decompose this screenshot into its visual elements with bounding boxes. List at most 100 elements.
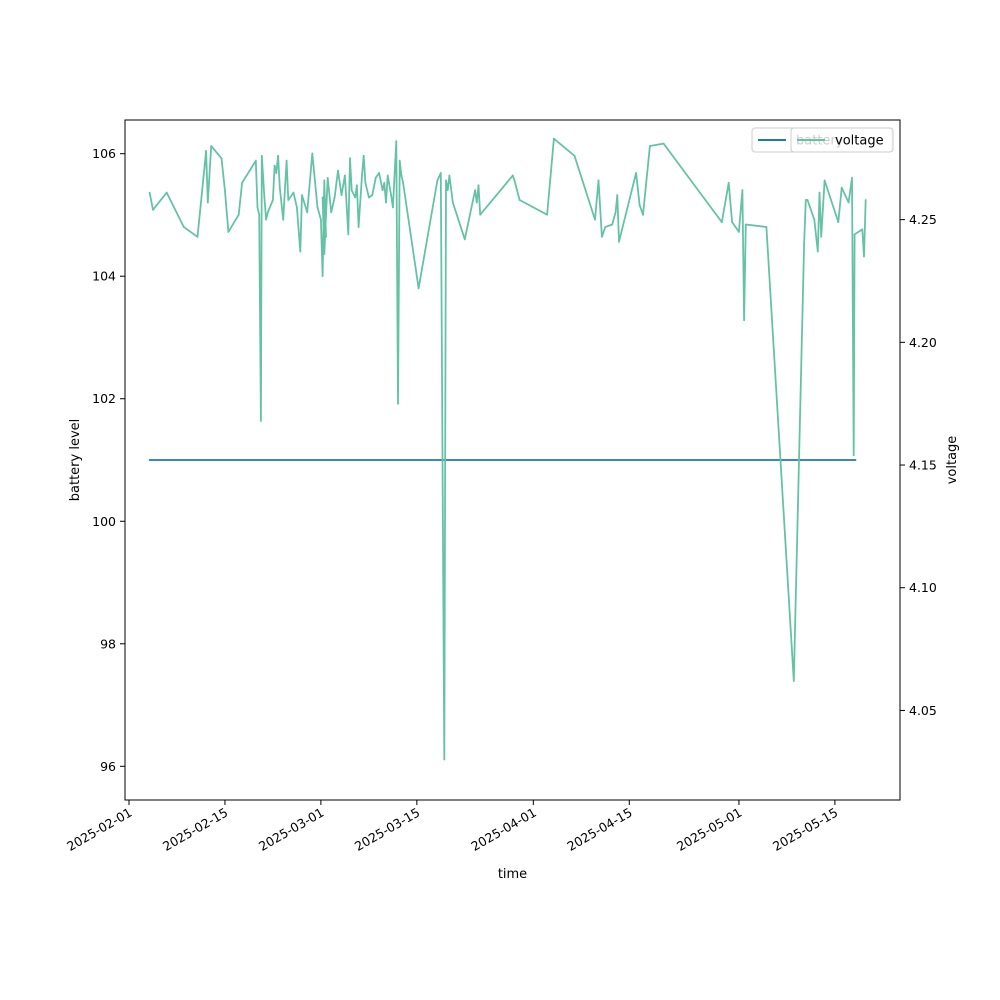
data-point-voltage <box>273 164 276 167</box>
data-point-voltage <box>546 213 548 216</box>
data-point-voltage <box>330 211 333 214</box>
data-point-voltage <box>321 196 324 199</box>
data-point-voltage <box>361 174 363 177</box>
y-left-tick-label: 106 <box>92 146 116 161</box>
data-point-voltage <box>220 157 223 160</box>
data-point-voltage <box>477 184 480 187</box>
data-point-voltage <box>731 221 733 224</box>
data-point-voltage <box>475 201 478 204</box>
data-point-voltage <box>323 253 326 255</box>
y-right-tick-label: 4.20 <box>909 335 937 350</box>
data-point-battery <box>148 459 151 461</box>
data-point-voltage <box>254 159 257 162</box>
data-point-voltage <box>446 189 449 192</box>
data-point-voltage <box>792 680 795 682</box>
data-point-voltage <box>260 420 262 422</box>
data-point-voltage <box>720 221 723 224</box>
data-point-voltage <box>344 174 346 177</box>
data-point-voltage <box>390 194 392 197</box>
data-point-voltage <box>364 181 367 184</box>
data-point-voltage <box>741 189 744 192</box>
data-point-voltage <box>511 174 514 177</box>
data-point-voltage <box>395 140 398 143</box>
data-point-voltage <box>381 189 384 192</box>
data-point-voltage <box>323 179 326 182</box>
data-point-voltage <box>258 213 261 216</box>
data-point-voltage <box>362 154 365 157</box>
plot-frame <box>124 119 901 801</box>
data-point-voltage <box>738 231 740 233</box>
data-point-voltage <box>614 211 617 214</box>
legend-box <box>790 127 894 153</box>
x-axis-label: time <box>498 867 527 882</box>
y-right-tick-label: 4.05 <box>909 703 937 718</box>
data-point-voltage <box>397 402 399 405</box>
data-point-voltage <box>337 169 339 172</box>
data-point-voltage <box>296 206 298 209</box>
data-point-voltage <box>275 172 278 174</box>
data-point-voltage <box>266 211 269 214</box>
data-point-voltage <box>662 142 665 145</box>
data-point-voltage <box>206 201 209 204</box>
data-point-voltage <box>463 238 466 241</box>
data-point-voltage <box>638 204 641 206</box>
data-point-voltage <box>349 157 351 160</box>
data-point-voltage <box>385 201 387 204</box>
data-point-voltage <box>474 189 476 192</box>
data-point-voltage <box>272 199 274 201</box>
data-point-voltage <box>148 191 151 194</box>
y-right-tick-label: 4.10 <box>909 580 937 595</box>
data-point-voltage <box>182 226 185 228</box>
data-point-voltage <box>744 223 747 226</box>
data-point-voltage <box>852 454 855 457</box>
data-point-voltage <box>306 211 309 214</box>
y-left-tick-label: 100 <box>92 514 116 529</box>
data-point-voltage <box>448 174 451 177</box>
data-point-voltage <box>618 240 620 243</box>
data-point-voltage <box>196 235 199 238</box>
data-point-voltage <box>443 758 446 761</box>
data-point-voltage <box>479 213 482 216</box>
data-point-voltage <box>292 191 295 194</box>
data-point-voltage <box>445 179 447 182</box>
data-point-voltage <box>301 194 303 197</box>
data-point-voltage <box>398 159 401 162</box>
data-point-voltage <box>837 221 840 224</box>
data-point-voltage <box>642 213 644 216</box>
data-point-voltage <box>256 206 259 209</box>
legend-layer: batteryvoltage <box>751 127 894 153</box>
data-point-voltage <box>152 208 154 211</box>
data-point-voltage <box>277 154 279 157</box>
data-point-voltage <box>371 194 374 197</box>
data-point-voltage <box>553 137 555 140</box>
data-point-voltage <box>368 196 370 199</box>
data-point-voltage <box>383 181 386 184</box>
data-point-voltage <box>227 231 230 233</box>
data-point-voltage <box>354 196 357 199</box>
data-point-voltage <box>316 206 319 209</box>
data-point-voltage <box>806 199 809 201</box>
data-point-voltage <box>840 186 843 189</box>
data-point-voltage <box>616 194 619 197</box>
data-point-voltage <box>573 154 576 157</box>
data-point-voltage <box>400 174 403 177</box>
y-right-tick-label: 4.25 <box>909 212 937 227</box>
data-point-voltage <box>743 319 745 322</box>
data-point-voltage <box>386 174 389 177</box>
data-point-voltage <box>287 199 290 201</box>
data-point-voltage <box>436 179 439 182</box>
y-right-axis-label: voltage <box>945 436 960 485</box>
data-point-voltage <box>333 196 336 199</box>
data-point-voltage <box>863 255 865 258</box>
data-point-voltage <box>203 167 206 170</box>
data-point-voltage <box>451 201 454 204</box>
data-point-voltage <box>851 177 853 179</box>
data-point-voltage <box>818 191 821 194</box>
data-point-voltage <box>417 287 420 290</box>
data-point-voltage <box>210 145 213 147</box>
data-point-voltage <box>853 233 856 236</box>
data-point-voltage <box>165 191 168 194</box>
data-point-voltage <box>611 223 614 226</box>
